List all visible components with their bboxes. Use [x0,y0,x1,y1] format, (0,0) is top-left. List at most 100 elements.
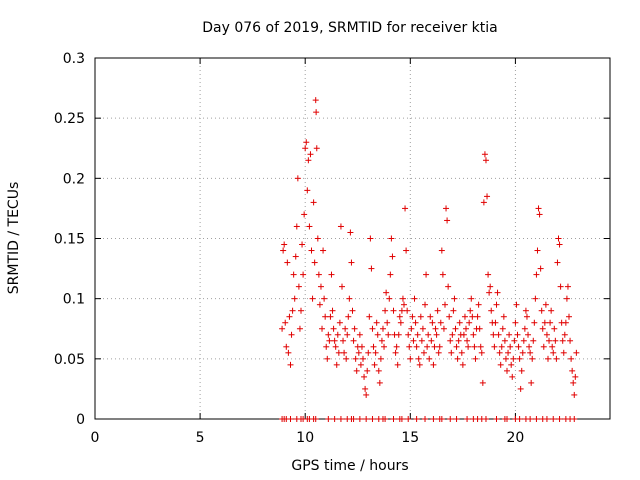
data-point [347,229,354,236]
data-point [497,361,504,368]
data-point [553,355,560,362]
data-point [495,331,502,338]
data-point [336,319,343,326]
data-point [562,319,569,326]
data-point [342,325,349,332]
data-point [379,325,386,332]
data-point [296,325,303,332]
data-point [375,367,382,374]
data-point [287,361,294,368]
y-tick-label: 0.05 [54,352,85,368]
plot-frame [94,57,611,420]
data-point [401,301,407,308]
data-point [507,343,514,350]
data-point-zero [438,416,445,422]
data-point [410,337,417,344]
data-point [280,247,287,254]
data-point [402,205,409,212]
data-point [308,247,315,254]
x-tick-label: 5 [196,430,205,446]
data-point [279,325,286,332]
data-point [520,337,527,344]
data-point [338,283,345,290]
data-point [416,361,423,368]
data-point [290,271,297,278]
data-point [335,349,342,356]
data-point [356,331,363,338]
data-point-zero [390,416,397,422]
data-point [541,319,548,326]
data-point [478,349,485,356]
data-point [316,301,323,308]
data-point [320,247,327,254]
data-point [292,253,299,260]
data-point [291,295,298,302]
data-point [315,271,322,278]
data-point [506,331,513,338]
data-point [298,307,304,314]
data-point [349,307,356,314]
data-point [373,319,380,326]
data-point [438,247,445,254]
data-point [514,331,521,338]
data-point [399,295,406,302]
data-point [461,313,468,320]
data-point [288,331,295,338]
data-point [522,307,529,314]
data-point [414,331,421,338]
data-point [481,151,488,158]
data-point-zero [325,416,332,422]
data-point [330,325,337,332]
data-point [317,283,324,290]
chart-title: Day 076 of 2019, SRMTID for receiver kti… [202,20,497,36]
data-point-zero [550,416,557,422]
data-point [512,319,519,326]
data-point [508,361,515,368]
data-point [385,331,392,338]
data-point [386,295,393,302]
data-point [533,271,540,278]
data-point-zero [533,416,540,422]
data-point [443,205,450,212]
data-point [450,307,457,314]
data-point [467,307,474,314]
x-tick-label: 15 [401,430,419,446]
data-point-zero [516,416,523,422]
y-axis-label: SRMTID / TECUs [6,182,22,295]
data-point [328,271,335,278]
y-tick-label: 0.25 [54,111,85,127]
data-point [369,325,376,332]
data-point [314,235,321,242]
data-point [430,361,437,368]
data-point [556,241,563,248]
data-point [570,379,577,386]
data-point [518,367,525,374]
data-point [378,337,385,344]
data-point [286,313,293,320]
data-point [294,175,301,182]
data-point [516,355,523,362]
data-point-zero [369,416,376,422]
y-tick-label: 0.15 [54,232,85,248]
data-point [313,145,320,152]
data-point [397,319,404,326]
data-point [381,343,388,350]
y-tick-label: 0 [76,412,85,428]
x-tick-label: 0 [91,430,100,446]
data-point [549,343,556,350]
data-point [479,379,486,386]
data-point [422,301,429,308]
data-point [456,319,463,326]
data-point [573,349,580,356]
data-point [283,343,290,350]
data-point [319,325,326,332]
data-point [424,343,431,350]
data-point [360,355,367,362]
data-point [498,343,505,350]
data-point [293,223,300,230]
data-point [472,355,479,362]
data-point [352,355,359,362]
data-point [303,139,310,146]
data-point-zero [382,416,389,422]
